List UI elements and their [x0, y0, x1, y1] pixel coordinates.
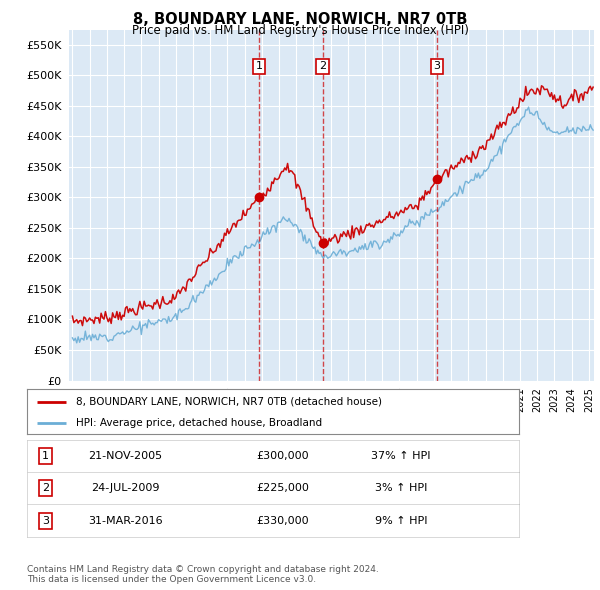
Text: 8, BOUNDARY LANE, NORWICH, NR7 0TB (detached house): 8, BOUNDARY LANE, NORWICH, NR7 0TB (deta…	[76, 397, 382, 407]
Text: £300,000: £300,000	[257, 451, 309, 461]
Text: 9% ↑ HPI: 9% ↑ HPI	[374, 516, 427, 526]
Text: 31-MAR-2016: 31-MAR-2016	[88, 516, 163, 526]
Text: 2: 2	[319, 61, 326, 71]
Text: 8, BOUNDARY LANE, NORWICH, NR7 0TB: 8, BOUNDARY LANE, NORWICH, NR7 0TB	[133, 12, 467, 27]
Text: 21-NOV-2005: 21-NOV-2005	[88, 451, 163, 461]
Text: 3% ↑ HPI: 3% ↑ HPI	[375, 483, 427, 493]
Text: £330,000: £330,000	[257, 516, 309, 526]
Text: 3: 3	[42, 516, 49, 526]
Text: Price paid vs. HM Land Registry's House Price Index (HPI): Price paid vs. HM Land Registry's House …	[131, 24, 469, 37]
Text: HPI: Average price, detached house, Broadland: HPI: Average price, detached house, Broa…	[76, 418, 322, 428]
Text: £225,000: £225,000	[256, 483, 309, 493]
Text: 1: 1	[42, 451, 49, 461]
Text: 1: 1	[256, 61, 262, 71]
Text: 24-JUL-2009: 24-JUL-2009	[91, 483, 160, 493]
Text: Contains HM Land Registry data © Crown copyright and database right 2024.
This d: Contains HM Land Registry data © Crown c…	[27, 565, 379, 584]
Text: 37% ↑ HPI: 37% ↑ HPI	[371, 451, 431, 461]
Text: 2: 2	[42, 483, 49, 493]
Text: 3: 3	[433, 61, 440, 71]
